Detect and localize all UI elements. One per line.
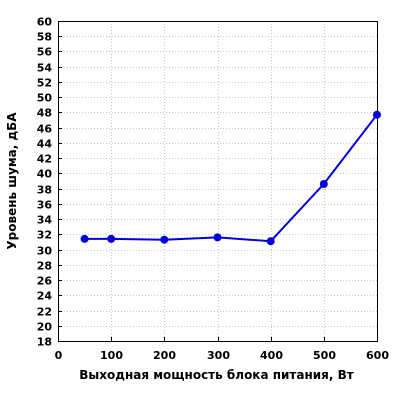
y-tick-label: 46 — [37, 123, 53, 136]
x-tick-labels: 0 100 200 300 400 500 600 — [55, 349, 390, 362]
data-point — [266, 237, 275, 246]
data-point — [213, 233, 222, 242]
y-tick-label: 24 — [37, 290, 53, 303]
x-tick-label: 600 — [366, 349, 389, 362]
y-tick-label: 40 — [37, 168, 53, 181]
x-tick-label: 200 — [153, 349, 176, 362]
y-tick-label: 42 — [37, 153, 52, 166]
tick-marks — [58, 21, 378, 342]
data-point — [80, 234, 89, 243]
y-tick-label: 56 — [37, 46, 53, 59]
y-tick-label: 44 — [37, 138, 53, 151]
y-tick-label: 28 — [37, 260, 52, 273]
y-tick-label: 26 — [37, 275, 53, 288]
y-axis-title: Уровень шума, дБА — [5, 112, 19, 250]
y-tick-label: 54 — [37, 62, 53, 75]
plot-frame — [58, 21, 378, 342]
x-tick-label: 300 — [207, 349, 230, 362]
y-tick-label: 36 — [37, 199, 53, 212]
x-tick-label: 500 — [313, 349, 336, 362]
y-tick-label: 52 — [37, 77, 52, 90]
series-line — [84, 114, 378, 243]
y-tick-labels: 18 20 22 24 26 28 30 32 34 36 38 40 42 44 46 48 50 52 54 56… — [37, 16, 53, 349]
series-group — [80, 110, 381, 246]
x-tick-label: 400 — [260, 349, 283, 362]
grid — [58, 21, 378, 342]
data-point — [160, 235, 169, 244]
y-tick-label: 58 — [37, 31, 52, 44]
y-tick-label: 34 — [37, 214, 53, 227]
data-point — [107, 234, 116, 243]
y-tick-label: 32 — [37, 229, 52, 242]
data-point — [373, 110, 381, 119]
y-tick-label: 48 — [37, 107, 52, 120]
x-axis-title: Выходная мощность блока питания, Вт — [79, 368, 354, 382]
y-tick-label: 50 — [37, 92, 53, 105]
data-point — [319, 180, 328, 188]
y-tick-label: 20 — [37, 321, 53, 334]
y-tick-label: 30 — [37, 245, 53, 258]
x-tick-label: 0 — [55, 349, 63, 362]
y-tick-label: 22 — [37, 306, 52, 319]
y-tick-label: 18 — [37, 336, 52, 349]
x-tick-label: 100 — [100, 349, 123, 362]
y-tick-label: 60 — [37, 16, 53, 29]
y-tick-label: 38 — [37, 184, 52, 197]
